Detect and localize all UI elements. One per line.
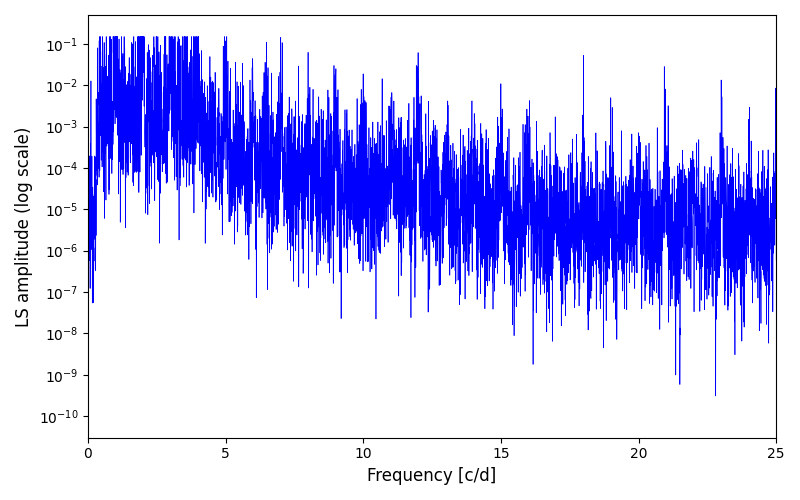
X-axis label: Frequency [c/d]: Frequency [c/d] xyxy=(367,467,497,485)
Y-axis label: LS amplitude (log scale): LS amplitude (log scale) xyxy=(15,126,33,326)
